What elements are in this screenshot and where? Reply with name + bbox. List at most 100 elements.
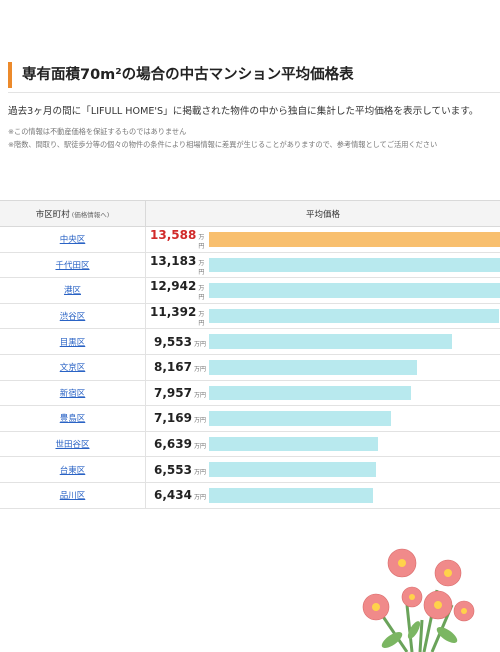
price-bar-track [209,359,500,375]
price-cell: 8,167 万円 [146,355,500,380]
header-area-sublabel: (価格情報へ) [71,210,110,219]
area-cell: 品川区 [0,482,146,508]
price-unit: 万円 [198,234,205,251]
price-unit: 万円 [193,391,206,399]
price-bar [209,487,373,503]
table-row: 豊島区 7,169 万円 [0,406,500,432]
flower-bouquet-icon [362,548,475,652]
disclaimer-note-1: ※この情報は不動産価格を保証するものではありません [8,127,187,136]
price-value: 12,942 [150,279,197,294]
area-cell: 豊島区 [0,406,146,431]
price-bar [209,436,378,452]
table-row: 港区 12,942 万円 [0,278,500,304]
table-row: 目黒区 9,553 万円 [0,329,500,355]
price-table: 市区町村 (価格情報へ) 平均価格 中央区 13,588 万円 千代田区 13,183 万… [0,200,500,509]
price-cell: 11,392 万円 [146,304,500,329]
price-unit: 万円 [193,340,206,348]
price-cell: 12,942 万円 [146,278,500,303]
header-area-cell: 市区町村 (価格情報へ) [0,201,146,226]
area-cell: 目黒区 [0,329,146,354]
area-cell: 渋谷区 [0,303,146,329]
price-bar-track [209,308,500,324]
lead-text: 過去3ヶ月の間に「LIFULL HOME'S」に掲載された物件の中から独自に集計… [8,106,479,117]
area-cell: 千代田区 [0,252,146,278]
table-header: 市区町村 (価格情報へ) 平均価格 [0,201,500,227]
table-row: 中央区 13,588 万円 [0,227,500,253]
price-unit: 万円 [193,443,206,451]
area-link[interactable]: 中央区 [59,235,86,246]
area-link[interactable]: 港区 [63,286,81,297]
table-row: 新宿区 7,957 万円 [0,380,500,407]
price-number: 7,169 万円 [146,411,206,425]
price-value: 6,639 [154,437,192,452]
price-value: 7,957 [154,385,192,400]
section-title: 専有面積70m²の場合の中古マンション平均価格表 [8,62,500,88]
area-link[interactable]: 文京区 [59,363,86,374]
price-number: 11,392 万円 [146,305,206,327]
area-cell: 港区 [0,278,146,303]
area-cell: 世田谷区 [0,431,146,457]
area-link[interactable]: 目黒区 [59,337,86,348]
price-cell: 7,169 万円 [146,406,500,431]
table-body: 中央区 13,588 万円 千代田区 13,183 万円 港区 12,942 万円 渋谷区 11,3… [0,227,500,509]
header-price-label: 平均価格 [305,209,340,220]
price-number: 7,957 万円 [146,386,206,400]
disclaimer-note-2: ※階数、間取り、駅徒歩分等の個々の物件の条件により相場情報に差異が生じることがあ… [8,140,438,149]
price-cell: 13,588 万円 [146,227,500,252]
area-link[interactable]: 世田谷区 [55,440,90,451]
price-value: 9,553 [154,334,192,349]
price-bar [209,385,412,401]
price-cell: 13,183 万円 [146,253,500,278]
price-unit: 万円 [198,259,205,276]
price-value: 13,183 [150,253,197,268]
price-unit: 万円 [198,285,205,302]
price-number: 6,639 万円 [146,437,206,451]
area-link[interactable]: 豊島区 [59,414,86,425]
price-value: 7,169 [154,411,192,426]
price-unit: 万円 [193,468,206,476]
price-number: 6,434 万円 [146,488,206,502]
price-bar [209,232,500,247]
table-row: 台東区 6,553 万円 [0,457,500,483]
price-bar-track [209,436,500,452]
area-cell: 文京区 [0,354,146,380]
title-divider [8,92,500,93]
price-unit: 万円 [198,311,205,328]
table-row: 文京区 8,167 万円 [0,354,500,381]
header-area-label: 市区町村 [35,209,70,220]
price-number: 13,183 万円 [146,254,206,276]
area-link[interactable]: 渋谷区 [59,312,86,323]
area-cell: 新宿区 [0,380,146,406]
price-bar [209,257,500,273]
price-value: 8,167 [154,360,192,375]
price-value: 6,553 [154,462,192,477]
table-row: 世田谷区 6,639 万円 [0,431,500,458]
price-bar [209,359,417,375]
table-row: 千代田区 13,183 万円 [0,252,500,279]
price-value: 11,392 [150,305,197,320]
price-bar [209,462,376,477]
price-cell: 6,553 万円 [146,457,500,482]
price-bar [209,308,499,324]
price-number: 12,942 万円 [146,279,206,301]
price-unit: 万円 [193,417,206,425]
table-row: 渋谷区 11,392 万円 [0,303,500,330]
price-value: 6,434 [154,488,192,503]
price-value: 13,588 [150,228,197,243]
area-link[interactable]: 千代田区 [55,260,90,271]
price-bar [209,411,392,426]
area-cell: 台東区 [0,457,146,482]
price-number: 9,553 万円 [146,335,206,349]
price-number: 6,553 万円 [146,463,206,477]
price-cell: 9,553 万円 [146,329,500,354]
area-link[interactable]: 品川区 [59,491,86,502]
price-bar-track [209,411,500,426]
table-row: 品川区 6,434 万円 [0,482,500,509]
price-number: 13,588 万円 [146,228,206,250]
area-link[interactable]: 台東区 [59,465,86,476]
price-bar [209,283,500,298]
area-link[interactable]: 新宿区 [59,388,86,399]
price-cell: 6,639 万円 [146,432,500,457]
price-bar-track [209,487,500,503]
price-bar-track [209,462,500,477]
